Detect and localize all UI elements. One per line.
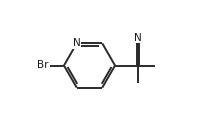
- Text: Br: Br: [37, 61, 49, 70]
- Text: N: N: [73, 38, 81, 48]
- Text: N: N: [134, 33, 142, 43]
